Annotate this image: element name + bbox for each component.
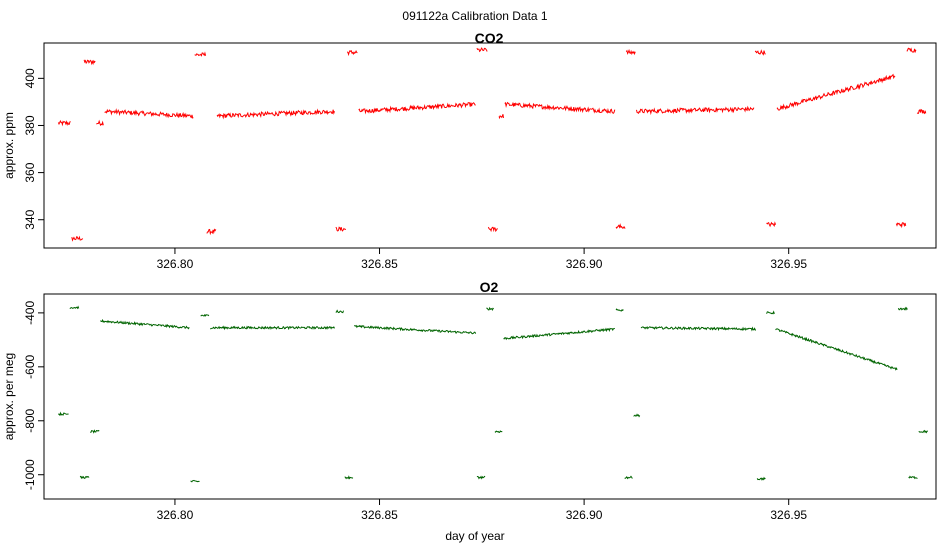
co2-segment — [776, 73, 896, 111]
o2-y-tick-label: -1000 — [23, 459, 37, 490]
co2-segment — [476, 47, 488, 53]
o2-segment — [775, 328, 898, 371]
o2-segment — [756, 476, 766, 481]
o2-segment — [79, 475, 90, 480]
co2-segment — [216, 108, 335, 120]
o2-segment — [344, 475, 354, 480]
co2-y-tick-label: 360 — [23, 162, 37, 182]
co2-segment — [504, 101, 616, 114]
co2-segment — [635, 105, 755, 116]
o2-y-axis-label: approx. per meg — [2, 353, 16, 440]
o2-y-tick-label: -400 — [23, 301, 37, 325]
co2-y-tick-label: 380 — [23, 115, 37, 135]
o2-segment — [624, 475, 633, 480]
o2-segment — [503, 327, 615, 341]
co2-panel: CO2 326.80 326.85 326.90 326.95 340 360 380 40… — [2, 30, 937, 271]
co2-panel-title: CO2 — [475, 30, 504, 46]
co2-segment — [346, 49, 358, 57]
o2-segment — [918, 429, 928, 434]
co2-segment — [487, 226, 498, 233]
co2-x-tick-label: 326.95 — [770, 257, 807, 271]
o2-segment — [354, 324, 477, 335]
o2-segment — [908, 475, 918, 480]
co2-segment — [766, 221, 777, 228]
co2-segment — [194, 51, 207, 57]
co2-y-axis-label: approx. ppm — [2, 112, 16, 179]
co2-y-tick-label: 400 — [23, 68, 37, 88]
co2-segment — [615, 223, 626, 230]
o2-segment — [90, 429, 100, 434]
co2-segment — [906, 47, 917, 54]
co2-segment — [625, 48, 636, 56]
o2-segment — [633, 413, 641, 418]
o2-panel: O2 326.80 326.85 326.90 326.95 -1000 -800 -60… — [2, 279, 937, 543]
o2-segment — [640, 325, 757, 332]
co2-segment — [358, 102, 476, 115]
co2-x-axis: 326.80 326.85 326.90 326.95 — [157, 248, 807, 271]
co2-segment — [895, 222, 907, 229]
o2-x-tick-label: 326.80 — [157, 508, 194, 522]
co2-segment — [104, 108, 194, 119]
co2-y-tick-label: 340 — [23, 209, 37, 229]
o2-x-tick-label: 326.95 — [770, 508, 807, 522]
o2-x-axis-label: day of year — [445, 529, 504, 543]
o2-series — [57, 305, 928, 483]
co2-segment — [498, 114, 504, 120]
o2-segment — [100, 318, 190, 330]
o2-x-tick-label: 326.90 — [566, 508, 603, 522]
o2-y-tick-label: -600 — [23, 355, 37, 379]
o2-segment — [766, 310, 775, 315]
o2-segment — [190, 479, 200, 483]
o2-segment — [210, 325, 335, 331]
o2-x-axis: 326.80 326.85 326.90 326.95 — [157, 499, 807, 522]
co2-x-tick-label: 326.85 — [361, 257, 398, 271]
co2-x-tick-label: 326.80 — [157, 257, 194, 271]
co2-segment — [916, 108, 927, 115]
co2-series — [57, 47, 927, 242]
o2-y-axis: -1000 -800 -600 -400 — [23, 301, 44, 490]
o2-segment — [335, 309, 344, 314]
co2-segment — [754, 49, 766, 56]
co2-x-tick-label: 326.90 — [566, 257, 603, 271]
o2-segment — [486, 306, 495, 311]
o2-segment — [897, 306, 908, 311]
o2-x-tick-label: 326.85 — [361, 508, 398, 522]
co2-segment — [335, 226, 347, 232]
o2-y-tick-label: -800 — [23, 408, 37, 432]
o2-segment — [476, 475, 486, 480]
co2-segment — [206, 228, 217, 236]
co2-y-axis: 340 360 380 400 — [23, 68, 44, 230]
o2-segment — [69, 305, 80, 310]
co2-segment — [57, 119, 71, 127]
co2-segment — [83, 59, 96, 66]
figure-title: 091122a Calibration Data 1 — [402, 9, 548, 23]
o2-panel-title: O2 — [480, 279, 499, 295]
co2-plot-frame — [43, 42, 937, 249]
co2-segment — [71, 235, 84, 242]
o2-segment — [494, 430, 503, 433]
co2-segment — [96, 119, 104, 127]
o2-segment — [200, 313, 210, 317]
o2-segment — [615, 308, 624, 312]
o2-segment — [57, 411, 69, 417]
o2-plot-frame — [43, 293, 937, 500]
